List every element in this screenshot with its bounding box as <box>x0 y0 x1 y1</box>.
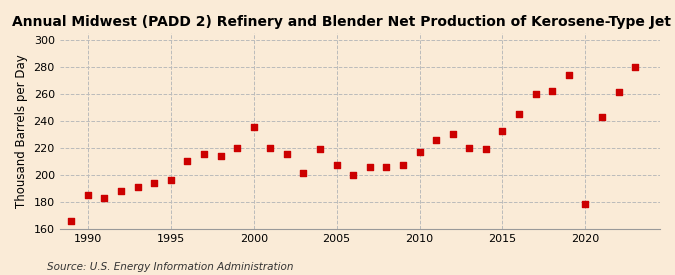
Point <box>281 152 292 156</box>
Point <box>547 89 558 93</box>
Point <box>448 132 458 136</box>
Point <box>298 171 309 175</box>
Y-axis label: Thousand Barrels per Day: Thousand Barrels per Day <box>15 54 28 208</box>
Point <box>148 181 159 185</box>
Point <box>564 73 574 77</box>
Point <box>597 114 608 119</box>
Point <box>132 185 143 189</box>
Point <box>82 193 93 197</box>
Point <box>165 178 176 182</box>
Point <box>331 163 342 167</box>
Point <box>115 189 126 193</box>
Point <box>364 164 375 169</box>
Point <box>481 147 491 151</box>
Point <box>99 196 110 200</box>
Point <box>431 138 441 142</box>
Point <box>265 145 275 150</box>
Text: Source: U.S. Energy Information Administration: Source: U.S. Energy Information Administ… <box>47 262 294 272</box>
Point <box>66 218 77 223</box>
Point <box>348 172 358 177</box>
Title: Annual Midwest (PADD 2) Refinery and Blender Net Production of Kerosene-Type Jet: Annual Midwest (PADD 2) Refinery and Ble… <box>11 15 675 29</box>
Point <box>198 152 209 156</box>
Point <box>215 153 226 158</box>
Point <box>531 92 541 96</box>
Point <box>580 202 591 207</box>
Point <box>630 64 641 69</box>
Point <box>182 159 193 163</box>
Point <box>398 163 408 167</box>
Point <box>464 145 475 150</box>
Point <box>414 150 425 154</box>
Point <box>315 147 325 151</box>
Point <box>248 125 259 130</box>
Point <box>381 164 392 169</box>
Point <box>232 145 242 150</box>
Point <box>613 90 624 95</box>
Point <box>497 129 508 134</box>
Point <box>514 112 524 116</box>
